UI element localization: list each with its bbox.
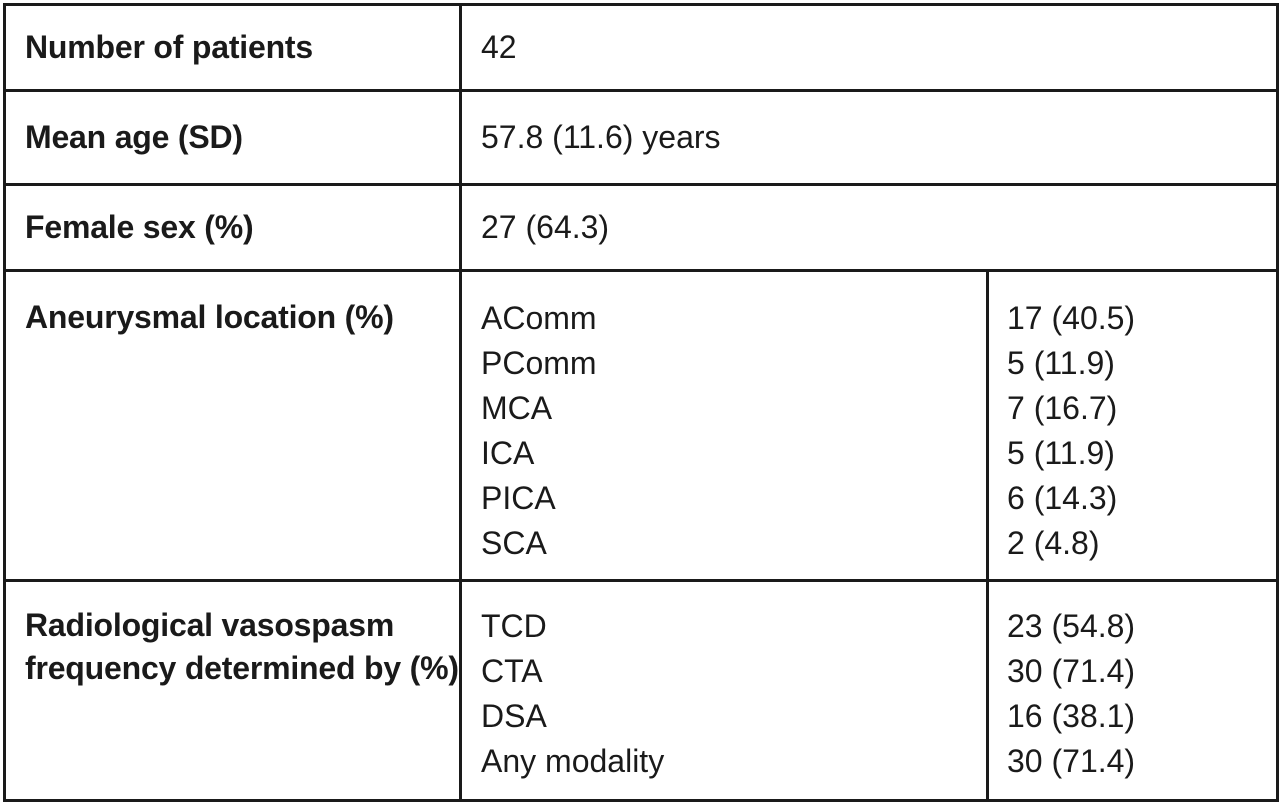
vasospasm-names-cell: TCD CTA DSA Any modality xyxy=(459,579,989,802)
row-label-number-of-patients: Number of patients xyxy=(3,3,462,92)
table-row: Female sex (%) 27 (64.3) xyxy=(3,183,1279,272)
row-label-vasospasm: Radiological vasospasm frequency determi… xyxy=(3,579,462,802)
list-item: 30 (71.4) xyxy=(1007,743,1136,779)
location-values-cell: 17 (40.5) 5 (11.9) 7 (16.7) 5 (11.9) 6 (… xyxy=(986,269,1279,582)
list-item: PICA xyxy=(481,480,556,516)
list-item: 16 (38.1) xyxy=(1007,698,1136,734)
location-values-list: 17 (40.5) 5 (11.9) 7 (16.7) 5 (11.9) 6 (… xyxy=(1007,296,1276,566)
row-label-female-sex: Female sex (%) xyxy=(3,183,462,272)
list-item: AComm xyxy=(481,300,597,336)
list-item: MCA xyxy=(481,390,553,426)
list-item: 5 (11.9) xyxy=(1007,345,1115,381)
list-item: SCA xyxy=(481,525,547,561)
list-item: TCD xyxy=(481,608,547,644)
vasospasm-names-list: TCD CTA DSA Any modality xyxy=(481,604,986,784)
patient-characteristics-table: Number of patients 42 Mean age (SD) 57.8… xyxy=(3,3,1279,802)
vasospasm-values-list: 23 (54.8) 30 (71.4) 16 (38.1) 30 (71.4) xyxy=(1007,604,1276,784)
row-value-number-of-patients: 42 xyxy=(459,3,1279,92)
table-row: Radiological vasospasm frequency determi… xyxy=(3,579,1279,802)
row-label-mean-age: Mean age (SD) xyxy=(3,89,462,186)
list-item: DSA xyxy=(481,698,547,734)
list-item: 6 (14.3) xyxy=(1007,480,1118,516)
list-item: 5 (11.9) xyxy=(1007,435,1115,471)
row-value-female-sex: 27 (64.3) xyxy=(459,183,1279,272)
table-row: Number of patients 42 xyxy=(3,3,1279,92)
table-row: Aneurysmal location (%) AComm PComm MCA … xyxy=(3,269,1279,582)
list-item: ICA xyxy=(481,435,535,471)
vasospasm-values-cell: 23 (54.8) 30 (71.4) 16 (38.1) 30 (71.4) xyxy=(986,579,1279,802)
list-item: 17 (40.5) xyxy=(1007,300,1136,336)
list-item: 23 (54.8) xyxy=(1007,608,1136,644)
list-item: 7 (16.7) xyxy=(1007,390,1118,426)
table-row: Mean age (SD) 57.8 (11.6) years xyxy=(3,89,1279,186)
row-value-mean-age: 57.8 (11.6) years xyxy=(459,89,1279,186)
list-item: PComm xyxy=(481,345,597,381)
location-names-cell: AComm PComm MCA ICA PICA SCA xyxy=(459,269,989,582)
list-item: CTA xyxy=(481,653,543,689)
list-item: Any modality xyxy=(481,743,665,779)
list-item: 30 (71.4) xyxy=(1007,653,1136,689)
list-item: 2 (4.8) xyxy=(1007,525,1100,561)
row-label-aneurysmal-location: Aneurysmal location (%) xyxy=(3,269,462,582)
location-names-list: AComm PComm MCA ICA PICA SCA xyxy=(481,296,986,566)
